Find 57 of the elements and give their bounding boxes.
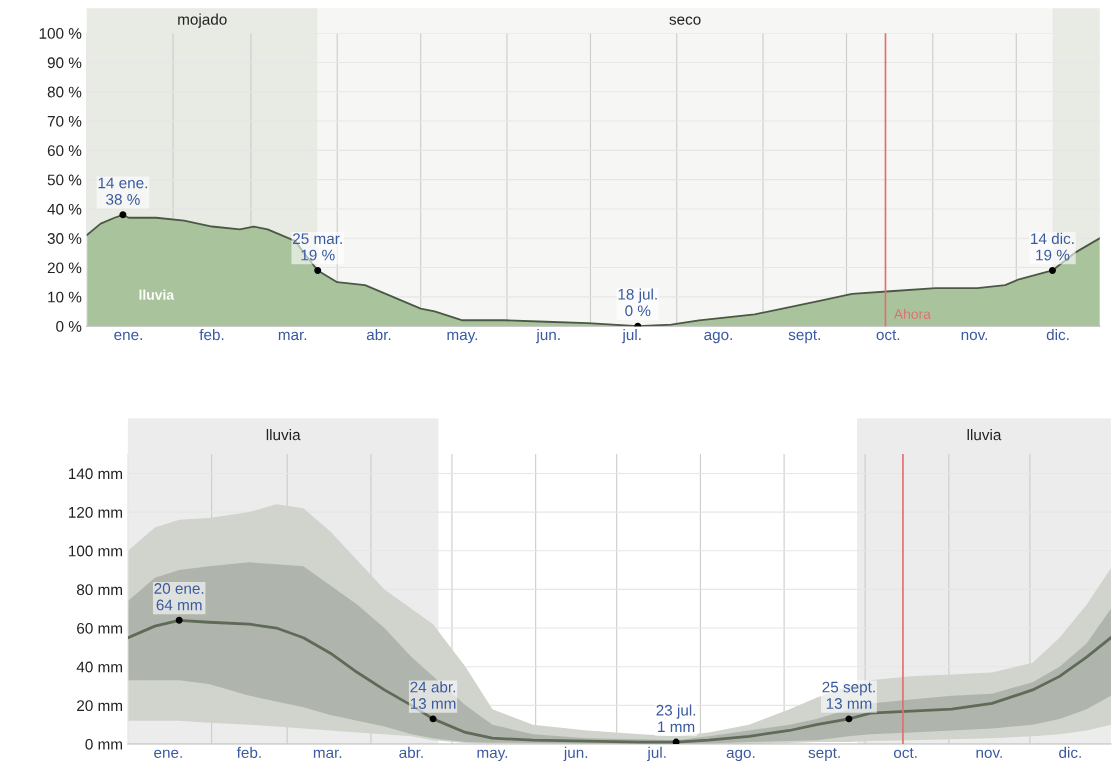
y-tick-label: 10 % — [48, 291, 82, 303]
x-tick-label: dic. — [1046, 328, 1069, 341]
x-tick-label: nov. — [976, 749, 1002, 759]
x-tick-label: oct. — [876, 330, 900, 341]
x-tick-label: ago. — [704, 331, 732, 344]
y-tick-label: 20 % — [47, 262, 82, 274]
x-tick-label: sept. — [808, 747, 840, 762]
y-tick-label: 40 % — [47, 203, 82, 215]
y-tick-label: 70 % — [47, 115, 82, 127]
y-tick-label: 60 mm — [77, 622, 123, 634]
y-tick-label: 100 % — [39, 28, 82, 39]
series-label: lluvia — [139, 289, 175, 300]
x-tick-label: ago. — [726, 749, 755, 762]
x-tick-label: sept. — [788, 330, 820, 344]
x-tick-label: feb. — [236, 746, 261, 759]
ref-line-label: Ahora — [893, 308, 931, 319]
annotation: 14 dic. 19 % — [1031, 232, 1074, 261]
x-tick-label: may. — [447, 331, 478, 344]
annotation: 25 sept. 13 mm — [822, 681, 875, 709]
x-tick-label: nov. — [961, 331, 988, 341]
y-tick-label: 0 mm — [85, 738, 123, 750]
y-tick-label: 80 % — [47, 86, 82, 98]
x-tick-label: may. — [477, 749, 508, 762]
y-tick-label: 120 mm — [69, 506, 123, 518]
band-label: mojado — [178, 13, 227, 28]
y-tick-label: 0 % — [56, 321, 82, 332]
y-tick-label: 140 mm — [69, 468, 123, 480]
x-tick-label: feb. — [199, 328, 224, 341]
x-tick-label: jun. — [563, 746, 588, 762]
y-tick-label: 60 % — [47, 145, 82, 157]
annotation: 25 mar. 19 % — [293, 233, 342, 261]
x-tick-label: abr. — [366, 328, 391, 341]
x-tick-label: ene. — [114, 331, 142, 341]
y-tick-label: 100 mm — [69, 545, 123, 557]
y-tick-label: 90 % — [47, 57, 82, 69]
x-tick-label: abr. — [399, 746, 423, 759]
y-tick-label: 40 mm — [76, 661, 123, 673]
x-tick-label: jun. — [536, 328, 560, 344]
annotation: 24 abr. 13 mm — [410, 681, 456, 709]
y-tick-label: 50 % — [47, 174, 82, 186]
x-tick-label: jul. — [622, 328, 641, 344]
x-tick-label: mar. — [313, 749, 342, 759]
y-tick-label: 20 mm — [77, 700, 123, 712]
band-label: lluvia — [967, 429, 1002, 441]
annotation: 23 jul. 1 mm — [656, 704, 696, 732]
band-label: seco — [669, 16, 701, 25]
annotation: 20 ene. 64 mm — [154, 583, 204, 611]
x-tick-label: jul. — [647, 746, 666, 762]
x-tick-label: mar. — [278, 331, 307, 341]
x-tick-label: oct. — [893, 747, 917, 759]
annotation: 14 ene. 38 % — [98, 177, 148, 205]
y-tick-label: 80 mm — [76, 584, 123, 596]
x-tick-label: dic. — [1059, 746, 1081, 759]
x-tick-label: ene. — [154, 749, 182, 759]
band-label: lluvia — [266, 429, 301, 441]
y-tick-label: 30 % — [47, 233, 82, 244]
annotation: 18 jul. 0 % — [618, 288, 657, 317]
